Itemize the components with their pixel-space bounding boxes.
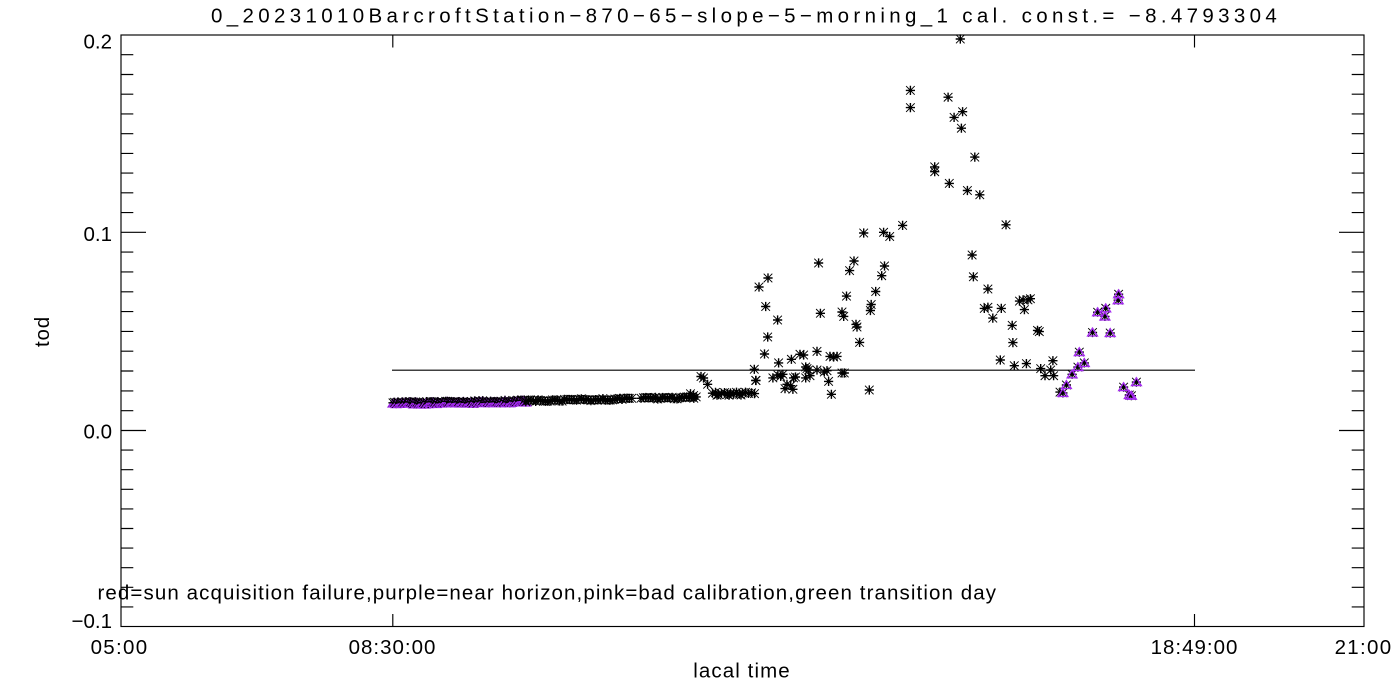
svg-text:lacal time: lacal time xyxy=(693,660,791,683)
svg-text:0.2: 0.2 xyxy=(84,31,113,54)
svg-text:0.1: 0.1 xyxy=(84,223,113,246)
svg-text:18:49:00: 18:49:00 xyxy=(1151,636,1239,659)
svg-text:0_20231010BarcroftStation−870−: 0_20231010BarcroftStation−870−65−slope−5… xyxy=(211,4,1281,27)
svg-text:05:00: 05:00 xyxy=(91,636,149,659)
svg-text:tod: tod xyxy=(31,316,54,347)
svg-text:21:00: 21:00 xyxy=(1335,636,1393,659)
svg-text:08:30:00: 08:30:00 xyxy=(349,636,437,659)
svg-text:−0.1: −0.1 xyxy=(72,610,112,633)
svg-text:red=sun acquisition failure,pu: red=sun acquisition failure,purple=near … xyxy=(98,582,998,605)
svg-text:0.0: 0.0 xyxy=(84,420,113,443)
